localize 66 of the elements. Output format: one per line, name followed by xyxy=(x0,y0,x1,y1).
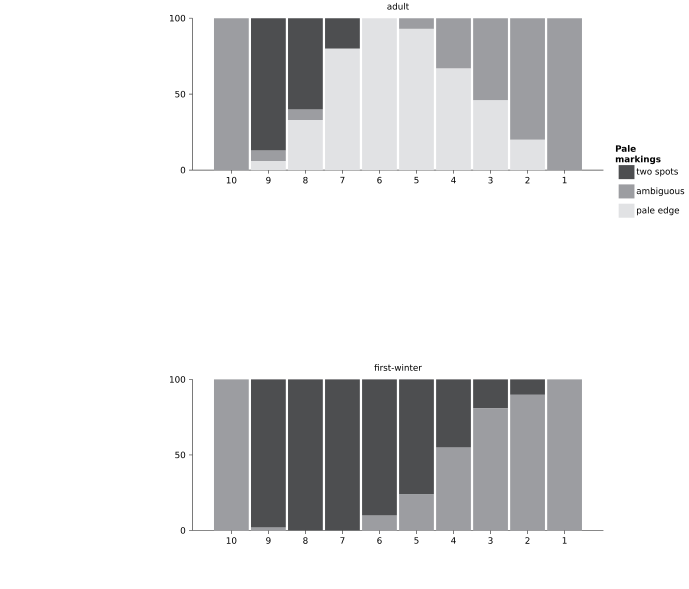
bar xyxy=(399,379,434,494)
x-tick-label: 1 xyxy=(562,537,567,544)
bar xyxy=(288,379,323,530)
bar xyxy=(436,18,471,68)
x-tick-label: 4 xyxy=(451,176,456,184)
bar xyxy=(473,100,508,170)
bar xyxy=(510,18,545,140)
x-tick-label: 7 xyxy=(340,537,344,544)
x-tick-label: 10 xyxy=(226,176,236,184)
legend-label: two spots xyxy=(636,168,678,176)
y-tick-label: 100 xyxy=(170,14,186,22)
chart-title: first-winter xyxy=(374,364,422,371)
x-tick-label: 9 xyxy=(266,537,271,544)
bar xyxy=(547,379,582,530)
bar xyxy=(251,160,286,170)
bar xyxy=(362,379,397,516)
bar xyxy=(436,447,471,530)
x-tick-label: 8 xyxy=(303,176,308,184)
bar xyxy=(436,68,471,170)
y-tick-label: 50 xyxy=(175,451,186,458)
y-tick-label: 100 xyxy=(170,376,186,383)
bar xyxy=(510,394,545,530)
chart-title: adult xyxy=(387,2,409,10)
x-tick-label: 7 xyxy=(340,176,344,184)
bar xyxy=(251,150,286,161)
x-tick-label: 3 xyxy=(488,537,493,544)
x-tick-label: 8 xyxy=(303,537,308,544)
bar xyxy=(510,379,545,394)
bar xyxy=(251,18,286,150)
bar xyxy=(288,18,323,110)
bar xyxy=(325,379,360,530)
bar xyxy=(436,379,471,448)
y-tick-label: 50 xyxy=(175,90,186,98)
x-tick-label: 10 xyxy=(226,537,236,544)
bar xyxy=(399,18,434,29)
bar xyxy=(473,379,508,408)
bar xyxy=(288,109,323,120)
bar xyxy=(362,18,397,170)
x-tick-label: 6 xyxy=(377,537,382,544)
y-tick-label: 0 xyxy=(180,166,186,174)
x-tick-label: 1 xyxy=(562,176,567,184)
bar xyxy=(399,28,434,170)
bar xyxy=(214,18,249,170)
bar xyxy=(399,494,434,530)
bar xyxy=(547,18,582,170)
legend-label: ambiguous xyxy=(636,187,684,196)
x-tick-label: 9 xyxy=(266,176,271,184)
x-tick-label: 3 xyxy=(488,176,493,184)
bar xyxy=(473,18,508,100)
x-tick-label: 5 xyxy=(414,176,419,184)
bar xyxy=(325,48,360,170)
x-tick-label: 4 xyxy=(451,537,456,544)
y-tick-label: 0 xyxy=(180,526,186,534)
bar xyxy=(510,140,545,170)
bar xyxy=(288,120,323,170)
legend-label: pale edge xyxy=(637,206,680,216)
bar xyxy=(251,527,286,530)
bar xyxy=(214,379,249,530)
x-tick-label: 6 xyxy=(377,176,382,184)
x-tick-label: 2 xyxy=(525,176,530,184)
bar xyxy=(362,515,397,530)
x-tick-label: 2 xyxy=(525,537,530,544)
bar xyxy=(251,379,286,528)
bar xyxy=(473,408,508,530)
x-tick-label: 5 xyxy=(414,537,419,544)
bar xyxy=(325,18,360,48)
